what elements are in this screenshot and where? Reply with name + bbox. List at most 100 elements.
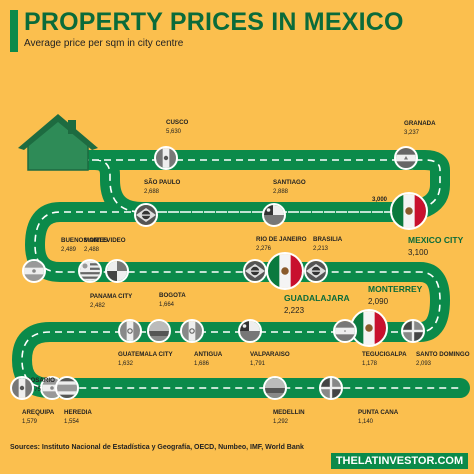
house-body [19,117,97,171]
city-value: 1,554 [64,419,80,425]
house-chimney [68,120,76,134]
city-value: 2,223 [284,306,305,315]
city-marker-s-o-paulo: SÃO PAULO 2,688 [134,179,181,227]
city-marker-punta-cana: PUNTA CANA 1,140 [319,376,399,425]
city-marker-antigua: ANTIGUA 1,686 [180,319,223,367]
city-label: AREQUIPA [22,409,55,416]
flag-ring [304,259,328,283]
city-label: CUSCO [166,119,189,126]
city-label: HEREDIA [64,409,92,416]
title-accent-bar [10,10,18,52]
city-value: 3,237 [404,130,420,136]
city-label: BOGOTA [159,292,186,299]
flag-ring [55,376,79,400]
city-marker-granada: GRANADA 3,237 [394,120,436,170]
city-value: 5,630 [166,129,182,135]
city-value: 3,100 [408,248,429,257]
city-label: RIO DE JANEIRO [256,236,307,243]
flag-ring [10,376,34,400]
page-subtitle: Average price per sqm in city centre [24,38,184,49]
city-marker-cusco: CUSCO 5,630 [154,119,189,170]
flag-ring [22,259,46,283]
city-label: BRASILIA [313,236,343,243]
flag-ring [105,259,129,283]
house-icon [18,114,98,171]
flag-ring [147,319,171,343]
city-value: 1,791 [250,361,266,367]
flag-ring [118,319,142,343]
city-label: MONTERREY [368,284,423,294]
city-label: SANTIAGO [273,179,306,186]
city-marker-buenos-aires: BUENOS AIRES 2,489 [22,237,108,283]
flag-ring [154,146,178,170]
city-value: 1,140 [358,419,374,425]
city-value: 1,686 [194,361,210,367]
city-marker-monterrey: MONTERREY 2,090 [350,284,423,347]
flag-ring [266,252,304,290]
house-roof [18,114,98,150]
city-marker-montevideo: MONTEVIDEO 2,488 [78,237,126,283]
flag-ring [262,203,286,227]
city-label: SANTO DOMINGO [416,351,470,358]
flag-ring [394,146,418,170]
city-marker-mexico-city: MEXICO CITY 3,100 [390,192,464,257]
flag-ring [401,319,425,343]
city-value: 1,292 [273,419,289,425]
city-value: 1,178 [362,361,378,367]
city-label: GRANADA [404,120,436,127]
city-marker-arequipa: AREQUIPA 1,579 [10,376,55,425]
city-marker-valparaiso: VALPARAISO 1,791 [238,319,290,367]
flag-ring [319,376,343,400]
city-label: VALPARAISO [250,351,290,358]
city-label: SÃO PAULO [144,179,181,186]
flag-ring [390,192,428,230]
city-value: 2,093 [416,361,432,367]
city-label: GUATEMALA CITY [118,351,174,358]
flag-ring [134,203,158,227]
page-title: PROPERTY PRICES IN MEXICO [24,8,404,36]
city-label: MONTEVIDEO [84,237,126,244]
city-label: BUENOS AIRES [61,237,108,244]
city-label: GUADALAJARA [284,293,350,303]
city-marker-santiago: SANTIAGO 2,888 [262,179,306,227]
city-value: 2,489 [61,247,77,253]
city-label: PUNTA CANA [358,409,399,416]
city-value: 2,213 [313,246,329,252]
city-marker-heredia: HEREDIA 1,554 [55,376,92,425]
city-marker-rio-de-janeiro: RIO DE JANEIRO 2,276 [243,236,307,283]
city-value: 2,090 [368,297,389,306]
flag-ring [78,259,102,283]
annotation-label: 3,000 [372,197,388,203]
flag-ring [180,319,204,343]
city-value: 1,664 [159,302,175,308]
flag-ring [263,376,287,400]
city-marker-bogota: BOGOTA 1,664 [147,292,186,343]
flag-ring [333,319,357,343]
brand-badge[interactable]: THELATINVESTOR.COM [331,453,468,469]
city-value: 2,688 [144,189,160,195]
city-marker-panama-city: PANAMA CITY 2,482 [90,259,133,309]
city-value: 2,482 [90,303,106,309]
city-label: ANTIGUA [194,351,223,358]
city-value: 2,888 [273,189,289,195]
city-label: PANAMA CITY [90,293,133,300]
flag-ring [238,319,262,343]
city-marker-santo-domingo: SANTO DOMINGO 2,093 [401,319,470,367]
city-marker-guatemala-city: GUATEMALA CITY 1,632 [118,319,174,367]
city-label: MEXICO CITY [408,235,464,245]
city-value: 2,276 [256,246,272,252]
city-value: 1,579 [22,419,38,425]
city-marker-brasilia: BRASILIA 2,213 [304,236,343,283]
city-marker-guadalajara: GUADALAJARA 2,223 [266,252,350,315]
city-value: 1,575 [26,387,42,393]
sources-note: Sources: Instituto Nacional de Estadísti… [10,444,304,451]
city-marker-medellin: MEDELLIN 1,292 [263,376,305,425]
city-label: ROSARIO [26,377,55,384]
city-label: MEDELLIN [273,409,305,416]
city-marker-tegucigalpa: TEGUCIGALPA 1,178 [333,319,407,367]
city-label: TEGUCIGALPA [362,351,407,358]
city-value: 2,488 [84,247,100,253]
city-value: 1,632 [118,361,134,367]
